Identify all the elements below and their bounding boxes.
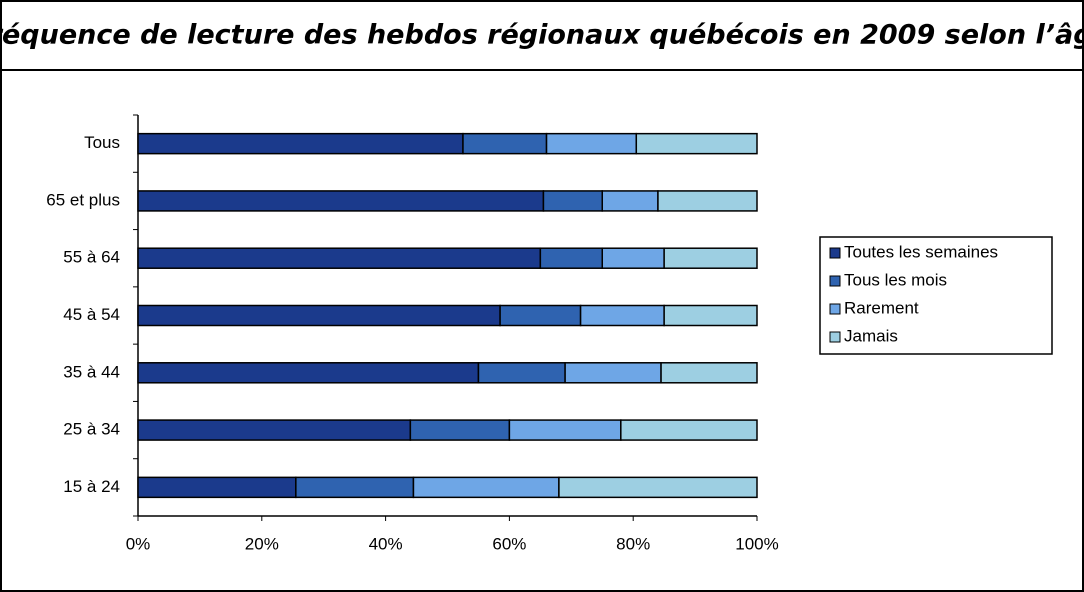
y-tick-label: Tous <box>84 133 120 152</box>
legend-box <box>819 236 1053 355</box>
bar-segment <box>601 190 659 212</box>
bar-segment <box>137 476 297 499</box>
chart-title: Fréquence de lecture des hebdos régionau… <box>0 20 1084 51</box>
x-tick-label: 20% <box>245 534 279 553</box>
bar-segment <box>137 190 545 212</box>
bar-segment <box>663 247 758 269</box>
bar-segment <box>601 247 665 269</box>
bar-segment <box>477 362 566 384</box>
bar-segment <box>558 476 758 499</box>
x-tick-label: 40% <box>369 534 403 553</box>
bar-segment <box>412 476 560 499</box>
bar-segment <box>508 419 622 441</box>
y-tick-label: 55 à 64 <box>63 248 120 267</box>
y-tick-label: 65 et plus <box>46 190 120 209</box>
legend-swatch <box>829 275 841 287</box>
legend-swatch <box>829 303 841 315</box>
legend-swatch <box>829 247 841 259</box>
bar-segment <box>635 132 758 155</box>
y-tick-label: 15 à 24 <box>63 477 120 496</box>
legend-label: Rarement <box>844 298 919 317</box>
legend-swatch <box>829 331 841 343</box>
bar-segment <box>620 419 758 441</box>
bar-segment <box>462 132 548 155</box>
bar-segment <box>579 304 665 327</box>
bar-segment <box>545 132 638 155</box>
y-tick-label: 25 à 34 <box>63 420 120 439</box>
x-tick-label: 0% <box>126 534 151 553</box>
legend-label: Toutes les semaines <box>844 242 998 261</box>
y-tick-label: 35 à 44 <box>63 362 120 381</box>
bar-segment <box>137 247 542 269</box>
x-tick-label: 80% <box>616 534 650 553</box>
x-tick-label: 60% <box>492 534 526 553</box>
legend-label: Jamais <box>844 326 898 345</box>
y-tick-label: 45 à 54 <box>63 305 120 324</box>
bar-segment <box>657 190 758 212</box>
bar-segment <box>137 419 412 441</box>
bar-segment <box>660 362 758 384</box>
bar-segment <box>539 247 603 269</box>
bar-segment <box>137 304 501 327</box>
bar-segment <box>295 476 415 499</box>
bar-segment <box>409 419 511 441</box>
bar-segment <box>499 304 582 327</box>
bar-segment <box>137 362 480 384</box>
bar-segment <box>542 190 604 212</box>
legend-label: Tous les mois <box>844 270 947 289</box>
bar-segment <box>663 304 758 327</box>
bar-segment <box>564 362 662 384</box>
bar-segment <box>137 132 464 155</box>
x-tick-label: 100% <box>735 534 778 553</box>
